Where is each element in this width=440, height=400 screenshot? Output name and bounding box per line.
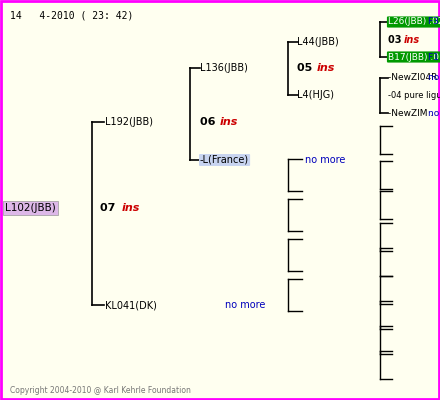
Text: L102(JBB): L102(JBB) (5, 203, 56, 213)
Text: B17(JBB) .01: B17(JBB) .01 (388, 52, 440, 62)
Text: 14   4-2010 ( 23: 42): 14 4-2010 ( 23: 42) (10, 10, 133, 20)
Text: no more: no more (428, 74, 440, 82)
Text: Copyright 2004-2010 @ Karl Kehrle Foundation: Copyright 2004-2010 @ Karl Kehrle Founda… (10, 386, 191, 395)
Text: L192(JBB): L192(JBB) (105, 117, 153, 127)
Text: L26(JBB) .02: L26(JBB) .02 (388, 18, 440, 26)
Text: F3 -NewZ100R: F3 -NewZ100R (428, 18, 440, 26)
Text: -04 pure ligustica (New Zealand): -04 pure ligustica (New Zealand) (388, 90, 440, 100)
Text: -NewZl04R .: -NewZl04R . (388, 74, 440, 82)
Text: ins: ins (404, 35, 420, 45)
Text: -NewZlM .: -NewZlM . (388, 108, 433, 118)
Text: -L(France): -L(France) (200, 155, 249, 165)
Text: 07: 07 (100, 203, 119, 213)
Text: 05: 05 (297, 63, 316, 73)
Text: L4(HJG): L4(HJG) (297, 90, 334, 100)
Text: ins: ins (122, 203, 140, 213)
Text: no more: no more (428, 108, 440, 118)
Text: no more: no more (225, 300, 265, 310)
Text: F17 -Sinop62R: F17 -Sinop62R (428, 52, 440, 62)
Text: 06: 06 (200, 117, 220, 127)
Text: no more: no more (305, 155, 345, 165)
Text: KL041(DK): KL041(DK) (105, 300, 157, 310)
Text: ins: ins (317, 63, 335, 73)
Text: 03: 03 (388, 35, 405, 45)
Text: L136(JBB): L136(JBB) (200, 63, 248, 73)
Text: L44(JBB): L44(JBB) (297, 37, 339, 47)
Text: ins: ins (220, 117, 238, 127)
